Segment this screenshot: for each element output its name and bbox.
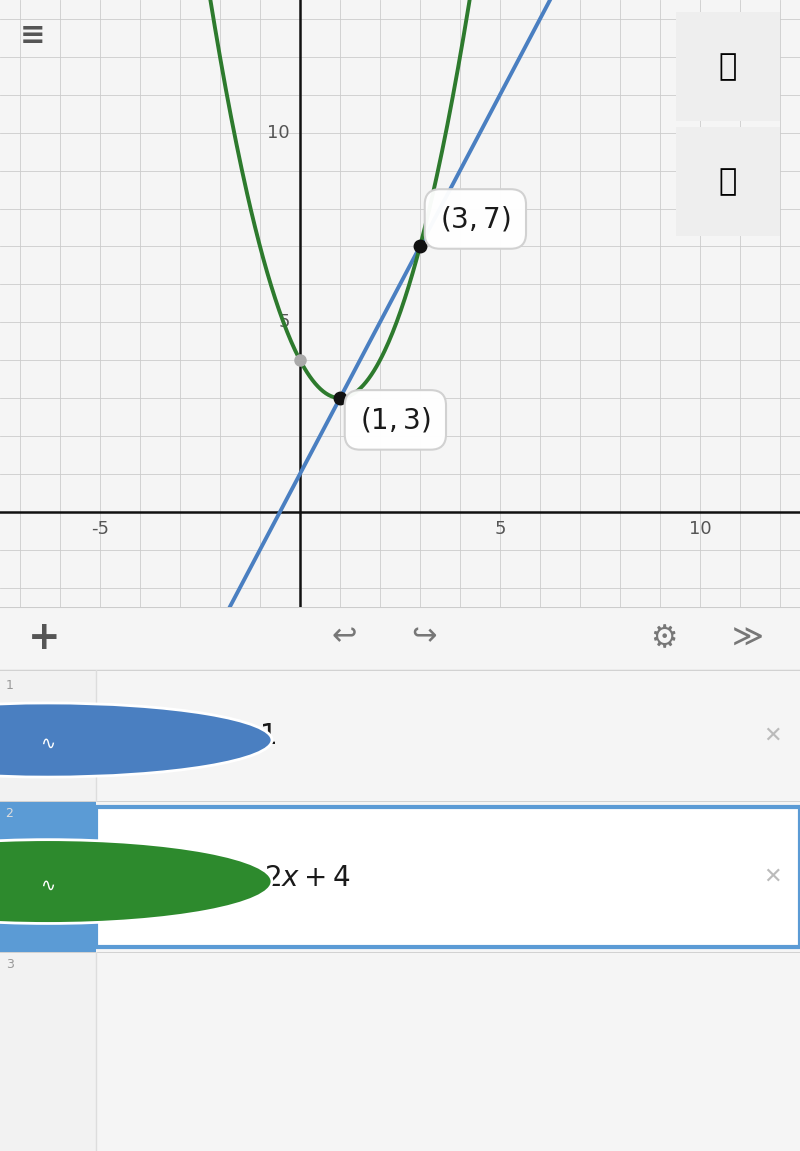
Text: 🔧: 🔧 [719, 52, 737, 81]
Circle shape [0, 703, 272, 777]
FancyBboxPatch shape [0, 802, 96, 952]
Text: $y = x^2 - 2x + 4$: $y = x^2 - 2x + 4$ [148, 859, 350, 895]
Text: $(3, 7)$: $(3, 7)$ [440, 205, 510, 234]
Text: 3: 3 [6, 958, 14, 970]
Text: 5: 5 [278, 313, 290, 331]
Circle shape [0, 840, 272, 923]
FancyBboxPatch shape [0, 952, 96, 1151]
Text: 🏠: 🏠 [719, 167, 737, 196]
Text: +: + [28, 619, 60, 657]
Text: ↩: ↩ [331, 623, 357, 651]
FancyBboxPatch shape [0, 670, 96, 802]
FancyBboxPatch shape [673, 8, 783, 124]
Text: $y = 2x + 1$: $y = 2x + 1$ [140, 721, 276, 752]
Text: 1: 1 [6, 679, 14, 692]
Text: ∿: ∿ [41, 877, 55, 895]
FancyBboxPatch shape [96, 807, 800, 947]
Text: ≡: ≡ [20, 21, 46, 51]
Text: -5: -5 [91, 520, 109, 539]
Text: $(1, 3)$: $(1, 3)$ [360, 405, 430, 434]
Text: 10: 10 [267, 123, 290, 142]
Text: 10: 10 [689, 520, 711, 539]
Text: ≫: ≫ [732, 624, 764, 653]
Text: 2: 2 [6, 807, 14, 820]
Text: 5: 5 [494, 520, 506, 539]
Text: ∿: ∿ [41, 735, 55, 753]
FancyBboxPatch shape [673, 123, 783, 239]
Text: ↪: ↪ [411, 623, 437, 651]
Text: ⚙: ⚙ [650, 624, 678, 653]
Text: ✕: ✕ [762, 726, 782, 746]
Text: ✕: ✕ [762, 867, 782, 887]
